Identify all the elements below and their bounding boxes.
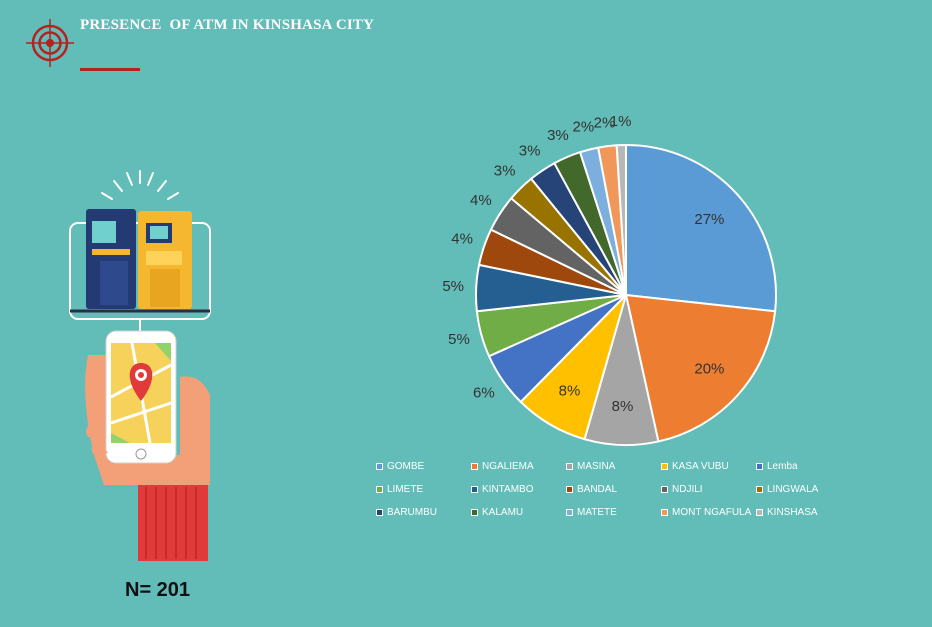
pie-data-label: 8% [612, 398, 634, 415]
pie-data-label: 3% [547, 127, 569, 144]
pie-data-label: 27% [694, 211, 724, 228]
legend-swatch [471, 509, 478, 516]
page-title: PRESENCE OF ATM IN KINSHASA CITY [80, 17, 375, 33]
target-logo-icon [26, 19, 74, 67]
legend-item: KALAMU [471, 507, 523, 518]
legend-swatch [756, 486, 763, 493]
hand-phone-icon [85, 330, 210, 561]
pie-data-label: 5% [442, 278, 464, 295]
legend-swatch [471, 463, 478, 470]
legend-swatch [756, 463, 763, 470]
legend-label: NGALIEMA [482, 461, 534, 472]
legend-item: MATETE [566, 507, 617, 518]
legend-item: KINSHASA [756, 507, 818, 518]
sample-size-label: N= 201 [125, 579, 191, 601]
pie-data-label: 1% [610, 113, 632, 130]
pie-chart: 27%20%8%8%6%5%5%4%4%3%3%3%2% 2%1% [442, 113, 777, 446]
chart-legend: GOMBE NGALIEMA MASINA KASA VUBU Lemba LIMETE K… [376, 461, 836, 527]
pie-data-label: 3% [494, 163, 516, 180]
legend-label: BARUMBU [387, 507, 438, 518]
legend-item: MASINA [566, 461, 615, 472]
pie-data-label: 8% [559, 383, 581, 400]
pie-data-label: 2% [573, 118, 595, 135]
atm-machines-icon [86, 209, 192, 309]
legend-item: MONT NGAFULA [661, 507, 751, 518]
legend-label: KINSHASA [767, 507, 818, 518]
legend-label: Lemba [767, 461, 798, 472]
legend-item: NDJILI [661, 484, 703, 495]
pie-data-label: 5% [448, 331, 470, 348]
pie-slice-1 [624, 293, 777, 443]
legend-swatch [566, 486, 573, 493]
pie-data-label: 4% [451, 230, 473, 247]
pie-slice-14 [615, 143, 627, 296]
legend-label: BANDAL [577, 484, 618, 495]
pie-data-label: 2% [594, 114, 616, 131]
legend-item: Lemba [756, 461, 798, 472]
pie-data-label: 4% [470, 192, 492, 209]
legend-label: MONT NGAFULA [672, 507, 752, 518]
atm-phone-illustration [69, 170, 211, 561]
pie-data-label: 6% [473, 385, 495, 402]
legend-swatch [376, 486, 383, 493]
pie-data-label: 20% [694, 361, 724, 378]
legend-item: NGALIEMA [471, 461, 534, 472]
title-underline [80, 68, 140, 71]
legend-swatch [566, 509, 573, 516]
legend-swatch [661, 509, 668, 516]
legend-swatch [566, 463, 573, 470]
legend-swatch [661, 463, 668, 470]
legend-label: NDJILI [672, 484, 703, 495]
legend-label: LIMETE [387, 484, 424, 495]
legend-label: KASA VUBU [672, 461, 729, 472]
legend-swatch [471, 486, 478, 493]
legend-swatch [376, 509, 383, 516]
legend-item: BARUMBU [376, 507, 437, 518]
pie-slice-0 [625, 143, 777, 313]
legend-label: MATETE [577, 507, 617, 518]
pie-data-label: 3% [519, 142, 541, 159]
legend-label: LINGWALA [767, 484, 819, 495]
legend-swatch [661, 486, 668, 493]
legend-item: KINTAMBO [471, 484, 533, 495]
legend-label: MASINA [577, 461, 616, 472]
legend-label: KINTAMBO [482, 484, 534, 495]
legend-swatch [376, 463, 383, 470]
legend-item: LINGWALA [756, 484, 818, 495]
legend-item: BANDAL [566, 484, 617, 495]
legend-swatch [756, 509, 763, 516]
legend-item: GOMBE [376, 461, 424, 472]
legend-item: LIMETE [376, 484, 423, 495]
legend-label: GOMBE [387, 461, 425, 472]
legend-label: KALAMU [482, 507, 524, 518]
legend-item: KASA VUBU [661, 461, 729, 472]
sparkle-rays-icon [101, 170, 179, 200]
